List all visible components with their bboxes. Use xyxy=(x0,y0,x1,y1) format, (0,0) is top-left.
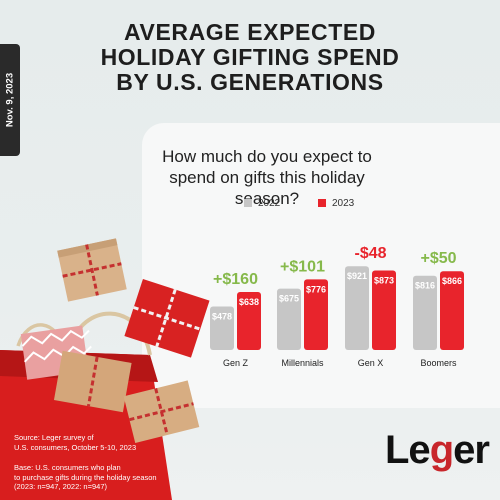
bar-value-label: $478 xyxy=(212,312,232,322)
category-label: Gen Z xyxy=(223,358,249,368)
bar-value-label: $675 xyxy=(279,294,299,304)
legend-item-2023: 2023 xyxy=(318,198,354,209)
bar-2023 xyxy=(440,271,464,350)
difference-label: -$48 xyxy=(354,245,386,262)
base-line: Base: U.S. consumers who plan xyxy=(14,463,121,472)
difference-label: +$101 xyxy=(280,258,325,275)
shopping-bag xyxy=(0,350,172,500)
bar-2022 xyxy=(277,288,301,350)
bar-2022 xyxy=(210,306,234,350)
source-line: U.S. consumers, October 5-10, 2023 xyxy=(14,442,137,452)
difference-label: +$160 xyxy=(213,271,258,288)
bar-2023 xyxy=(237,291,261,350)
legend-swatch-2023 xyxy=(318,199,326,207)
title-line: BY U.S. GENERATIONS xyxy=(116,69,384,95)
bar-value-label: $921 xyxy=(347,271,367,281)
legend-label-2022: 2022 xyxy=(258,198,281,209)
source-note: Source: Leger survey of U.S. consumers, … xyxy=(14,433,136,452)
bar-value-label: $873 xyxy=(374,276,394,286)
base-line: to purchase gifts during the holiday sea… xyxy=(14,472,157,482)
gift-box-kraft-lower xyxy=(53,350,132,413)
bar-2022 xyxy=(413,275,437,350)
category-label: Millennials xyxy=(281,358,324,368)
gift-box-red xyxy=(124,278,210,358)
chart-card xyxy=(142,123,500,408)
gift-box-kraft xyxy=(57,238,127,302)
base-note: Base: U.S. consumers who plan to purchas… xyxy=(14,463,157,492)
difference-label: +$50 xyxy=(420,250,456,267)
legend-label-2023: 2023 xyxy=(332,198,355,209)
source-line: Source: Leger survey of xyxy=(14,433,94,442)
category-label: Gen X xyxy=(358,358,384,368)
bar-2023 xyxy=(372,270,396,350)
bar-2022 xyxy=(345,266,369,350)
legend-item-2022: 2022 xyxy=(244,198,280,209)
bar-value-label: $776 xyxy=(306,284,326,294)
bar-2023 xyxy=(304,279,328,350)
bar-value-label: $866 xyxy=(442,276,462,286)
legend-swatch-2022 xyxy=(244,199,252,207)
gift-box-kraft-right xyxy=(123,380,200,443)
bar-value-label: $638 xyxy=(239,297,259,307)
category-label: Boomers xyxy=(420,358,457,368)
title-line: HOLIDAY GIFTING SPEND xyxy=(100,44,400,70)
date-tab: Nov. 9, 2023 xyxy=(0,44,20,156)
title-line: AVERAGE EXPECTED xyxy=(124,19,376,45)
chart-title: AVERAGE EXPECTED HOLIDAY GIFTING SPEND B… xyxy=(0,20,500,95)
bar-value-label: $816 xyxy=(415,281,435,291)
base-line: (2023: n=947, 2022: n=947) xyxy=(14,482,107,491)
leger-logo: Leger xyxy=(385,428,490,472)
